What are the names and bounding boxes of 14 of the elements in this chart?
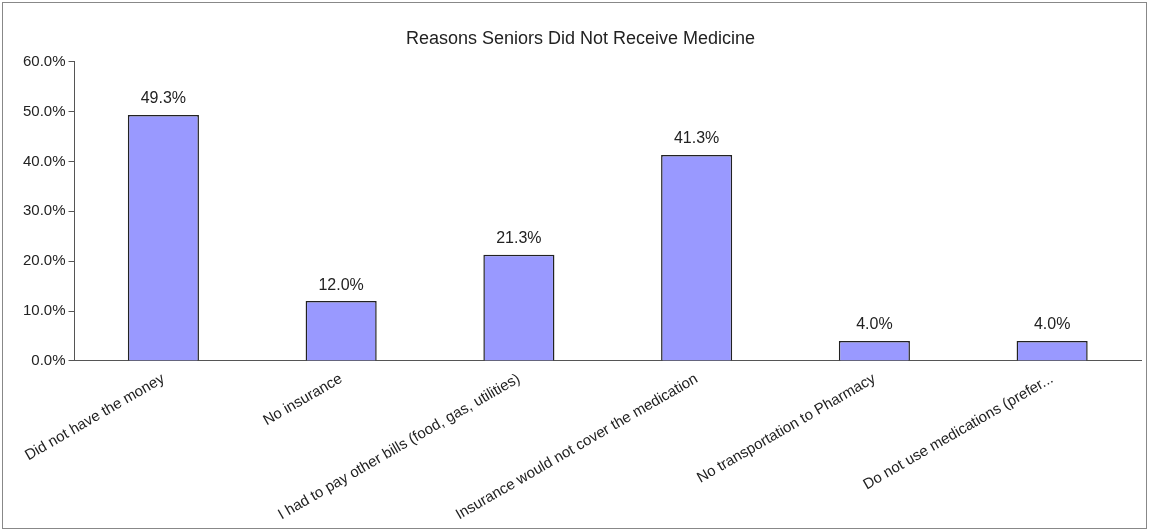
y-tick-label: 30.0% [22, 201, 66, 219]
data-label: 12.0% [318, 275, 364, 293]
y-tick-label: 50.0% [22, 101, 66, 119]
y-tick-label: 40.0% [22, 151, 66, 169]
data-label: 4.0% [1033, 315, 1071, 333]
data-label: 4.0% [856, 315, 893, 333]
chart-title: Reasons Seniors Did Not Receive Medicine [405, 27, 756, 48]
data-label: 41.3% [673, 129, 720, 147]
y-tick-label: 10.0% [22, 301, 66, 319]
y-tick-label: 0.0% [31, 351, 66, 369]
y-tick-label: 20.0% [22, 251, 66, 269]
y-tick-label: 60.0% [22, 51, 66, 69]
data-label: 49.3% [140, 89, 187, 107]
data-label: 21.3% [496, 229, 542, 247]
